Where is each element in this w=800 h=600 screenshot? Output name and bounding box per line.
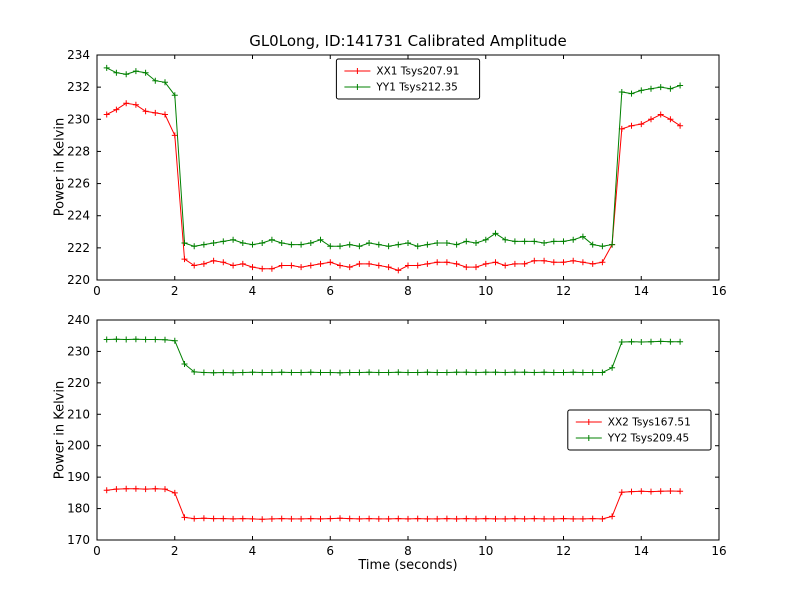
top-subplot: 0 2 4 6 8 10 12 14 16 220 222 224 226 228 230 232 234 XX1… — [67, 48, 727, 298]
svg-text:0: 0 — [93, 284, 101, 298]
svg-text:6: 6 — [326, 284, 334, 298]
svg-text:190: 190 — [67, 470, 90, 484]
svg-text:10: 10 — [478, 284, 493, 298]
svg-text:10: 10 — [478, 544, 493, 558]
svg-text:232: 232 — [67, 80, 90, 94]
chart-title: GL0Long, ID:141731 Calibrated Amplitude — [249, 32, 567, 50]
svg-text:XX1 Tsys207.91: XX1 Tsys207.91 — [376, 66, 459, 78]
series-line — [106, 338, 681, 374]
svg-text:226: 226 — [67, 177, 90, 191]
series-markers — [103, 100, 684, 274]
svg-text:16: 16 — [711, 544, 726, 558]
svg-text:222: 222 — [67, 241, 90, 255]
svg-text:180: 180 — [67, 502, 90, 516]
svg-text:14: 14 — [634, 544, 649, 558]
svg-text:200: 200 — [67, 439, 90, 453]
svg-text:228: 228 — [67, 144, 90, 158]
svg-text:8: 8 — [404, 284, 412, 298]
legend: XX1 Tsys207.91 YY1 Tsys212.35 — [335, 58, 481, 100]
svg-text:12: 12 — [556, 544, 571, 558]
svg-text:240: 240 — [67, 313, 90, 327]
svg-text:16: 16 — [711, 284, 726, 298]
bottom-subplot: 0 2 4 6 8 10 12 14 16 170 180 190 200 210 220 230 240 XX2… — [67, 313, 727, 558]
svg-text:4: 4 — [249, 544, 257, 558]
svg-text:14: 14 — [634, 284, 649, 298]
legend: XX2 Tsys167.51 YY2 Tsys209.45 — [567, 409, 712, 451]
svg-text:8: 8 — [404, 544, 412, 558]
svg-text:YY2 Tsys209.45: YY2 Tsys209.45 — [607, 433, 689, 445]
svg-text:230: 230 — [67, 112, 90, 126]
x-axis-label: Time (seconds) — [358, 558, 458, 573]
svg-text:230: 230 — [67, 344, 90, 358]
svg-text:12: 12 — [556, 284, 571, 298]
svg-text:YY1 Tsys212.35: YY1 Tsys212.35 — [375, 82, 457, 94]
svg-text:210: 210 — [67, 407, 90, 421]
series-line — [106, 488, 681, 520]
series-markers — [103, 64, 684, 250]
svg-text:220: 220 — [67, 273, 90, 287]
svg-text:170: 170 — [67, 533, 90, 547]
svg-text:2: 2 — [171, 544, 179, 558]
svg-text:220: 220 — [67, 376, 90, 390]
legend-box — [567, 409, 712, 451]
svg-text:6: 6 — [326, 544, 334, 558]
series-markers — [103, 336, 684, 376]
series-markers — [103, 485, 684, 523]
svg-text:2: 2 — [171, 284, 179, 298]
svg-text:234: 234 — [67, 48, 90, 62]
legend-box — [335, 58, 481, 100]
svg-text:4: 4 — [249, 284, 257, 298]
svg-text:XX2 Tsys167.51: XX2 Tsys167.51 — [608, 417, 691, 429]
svg-text:224: 224 — [67, 209, 90, 223]
svg-text:0: 0 — [93, 544, 101, 558]
